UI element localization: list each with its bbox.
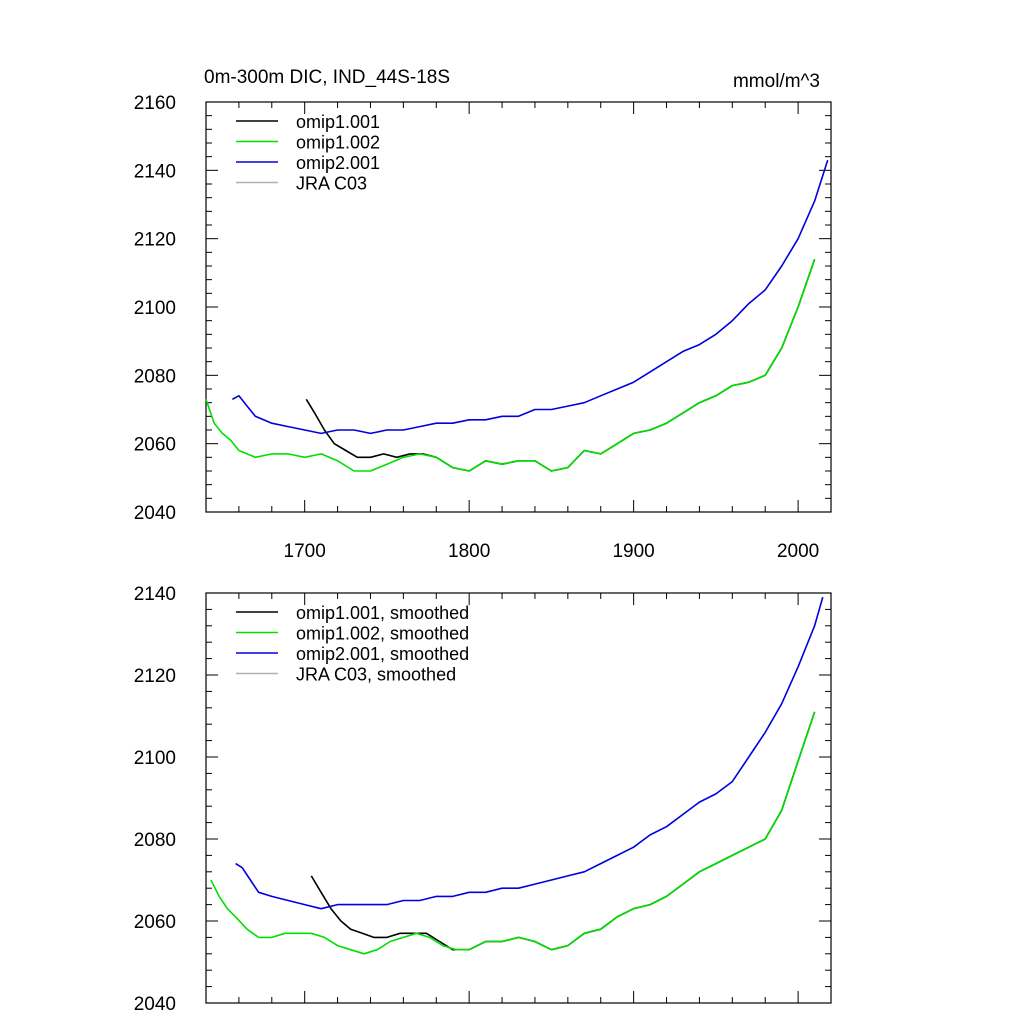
y-tick-label: 2140 — [134, 584, 176, 605]
top-panel: 2040 2060 2080 2100 2120 2140 2160 1700 1800 1900… — [134, 93, 832, 562]
legend-label: omip2.001 — [296, 153, 380, 173]
y-tick-label: 2080 — [134, 830, 176, 851]
legend-label: omip1.002 — [296, 133, 380, 153]
bottom-panel: 2040 2060 2080 2100 2120 2140 omip1.001, smoot… — [134, 584, 832, 1015]
x-tick-label: 2000 — [777, 541, 819, 562]
x-tick-label: 1800 — [448, 541, 490, 562]
series-line-omip1-001-smoothed — [310, 711, 816, 951]
x-tick-label: 1900 — [612, 541, 654, 562]
y-tick-label: 2100 — [134, 748, 176, 769]
series-line-omip1-001 — [305, 258, 816, 472]
legend-label: JRA C03, smoothed — [296, 665, 456, 685]
series-line-omip2-001 — [231, 159, 829, 435]
chart-title: 0m-300m DIC, IND_44S-18S — [204, 67, 450, 88]
y-tick-label: 2060 — [134, 435, 176, 456]
y-tick-label: 2040 — [134, 994, 176, 1015]
legend-label: omip1.001 — [296, 112, 380, 132]
plot-frame — [205, 592, 832, 1004]
y-tick-label: 2120 — [134, 230, 176, 251]
y-tick-label: 2040 — [134, 503, 176, 524]
x-tick-label: 1700 — [284, 541, 326, 562]
y-tick-label: 2100 — [134, 298, 176, 319]
legend-label: omip1.001, smoothed — [296, 603, 469, 623]
y-tick-label: 2160 — [134, 93, 176, 114]
legend-label: JRA C03 — [296, 174, 367, 194]
y-tick-label: 2060 — [134, 912, 176, 933]
y-tick-label: 2140 — [134, 161, 176, 182]
y-tick-label: 2080 — [134, 366, 176, 387]
series-line-omip2-001-smoothed — [235, 596, 824, 910]
series-line-omip1-002-smoothed — [210, 711, 816, 955]
y-tick-label: 2120 — [134, 666, 176, 687]
units-label: mmol/m^3 — [733, 71, 820, 92]
legend-label: omip2.001, smoothed — [296, 644, 469, 664]
series-line-omip1-002 — [205, 258, 816, 472]
legend-label: omip1.002, smoothed — [296, 624, 469, 644]
